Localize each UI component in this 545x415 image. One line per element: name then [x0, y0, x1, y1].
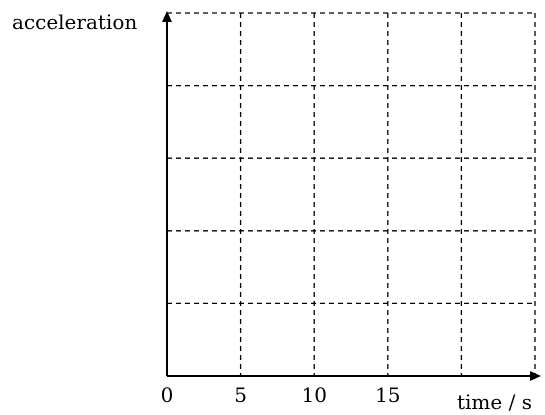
- x-tick-labels: 0 5 10 15: [161, 383, 401, 407]
- axes: [162, 11, 541, 381]
- y-axis-arrow: [162, 11, 172, 22]
- x-tick-label: 0: [161, 383, 174, 407]
- grid-lines: [167, 12, 536, 376]
- x-tick-label: 10: [301, 383, 326, 407]
- x-axis-arrow: [530, 371, 541, 381]
- x-tick-label: 5: [234, 383, 247, 407]
- y-axis-label: acceleration: [12, 10, 137, 34]
- x-axis-label: time / s: [457, 390, 532, 414]
- x-tick-label: 15: [375, 383, 400, 407]
